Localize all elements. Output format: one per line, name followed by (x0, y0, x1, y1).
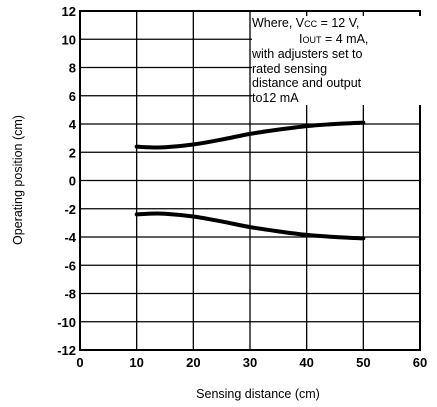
annotation-line-5: distance and output (252, 76, 362, 90)
y-tick-label: 0 (69, 174, 76, 189)
lower-operating-curve (134, 211, 366, 241)
plot-frame (79, 10, 421, 351)
y-tick-label: 2 (69, 145, 76, 160)
upper-operating-curve (134, 120, 366, 150)
y-tick-label: -4 (64, 230, 76, 245)
y-tick-label: 8 (69, 61, 76, 76)
annotation-line-1: Where, VCC = 12 V, (252, 16, 360, 30)
y-tick-label: 4 (69, 117, 77, 132)
y-tick-label: 10 (62, 32, 76, 47)
y-tick-label: -2 (64, 202, 76, 217)
annotation-line-4: rated sensing (252, 61, 328, 76)
x-tick-label: 50 (356, 355, 370, 370)
x-tick-label: 30 (243, 355, 257, 370)
x-tick-label: 10 (129, 355, 143, 370)
y-axis-label: Operating position (cm) (11, 115, 25, 245)
y-tick-label: -8 (64, 287, 76, 302)
x-tick-label: 40 (299, 355, 313, 370)
chart-annotation: Where, VCC = 12 V, IOUT = 4 mA, with adj… (252, 16, 422, 105)
annotation-line-6: to12 mA (252, 90, 299, 105)
y-tick-label: 6 (69, 89, 76, 104)
x-tick-labels: 0 10 20 30 40 50 60 (76, 355, 427, 370)
y-tick-label: -12 (57, 343, 76, 358)
annotation-line-2: IOUT = 4 mA, (299, 31, 369, 46)
y-tick-label: -6 (64, 258, 76, 273)
x-tick-label: 20 (186, 355, 200, 370)
x-tick-label: 60 (413, 355, 427, 370)
x-axis-label: Sensing distance (cm) (196, 387, 320, 401)
y-tick-label: -10 (57, 315, 76, 330)
y-tick-labels: 12 10 8 6 4 2 0 -2 -4 -6 -8 -10 -12 (57, 4, 77, 358)
annotation-line-3: with adjusters set to (252, 47, 363, 61)
series-layer (134, 120, 366, 241)
y-tick-label: 12 (62, 4, 76, 19)
x-tick-label: 0 (76, 355, 83, 370)
